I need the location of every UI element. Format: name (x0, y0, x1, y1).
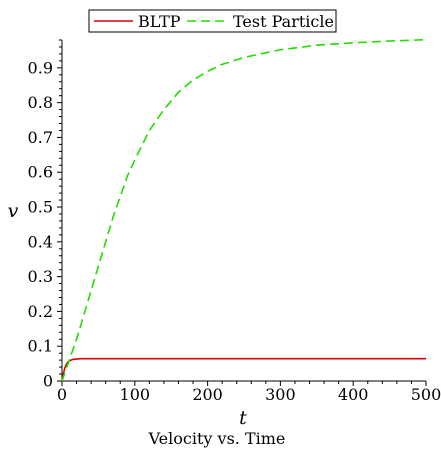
x-tick-label: 100 (120, 385, 151, 404)
series-layer (61, 38, 427, 382)
y-tick-label: 0.5 (28, 198, 53, 217)
y-tick-label: 0.2 (28, 302, 53, 321)
chart-caption: Velocity vs. Time (148, 429, 286, 448)
legend-label-test-particle: Test Particle (233, 12, 334, 31)
y-tick-label: 0 (43, 372, 53, 391)
legend-box (88, 9, 337, 33)
x-tick-label: 400 (338, 385, 369, 404)
x-tick-label: 500 (411, 385, 441, 404)
y-tick-label: 0.6 (28, 163, 53, 182)
axes (61, 40, 426, 382)
y-tick-label: 0.1 (28, 337, 53, 356)
y-tick-label: 0.9 (28, 58, 53, 77)
x-tick-label: 300 (265, 385, 296, 404)
x-tick-label: 0 (57, 385, 67, 404)
x-axis-title: t (239, 407, 247, 429)
y-tick-label: 0.8 (28, 93, 53, 112)
series-line-bltp (61, 357, 426, 382)
series-line-test-particle (61, 38, 427, 382)
y-axis-title: v (8, 200, 19, 222)
x-ticks: 0 100 200 300 400 500 (57, 381, 441, 404)
legend: BLTP Test Particle (88, 9, 337, 33)
x-tick-label: 200 (192, 385, 223, 404)
y-ticks: 0 0.1 0.2 0.3 0.4 0.5 0.6 0.7 0.8 0.9 (28, 39, 62, 391)
y-tick-label: 0.4 (28, 232, 53, 251)
legend-label-bltp: BLTP (138, 12, 181, 31)
y-tick-label: 0.7 (28, 128, 53, 147)
y-tick-label: 0.3 (28, 267, 53, 286)
